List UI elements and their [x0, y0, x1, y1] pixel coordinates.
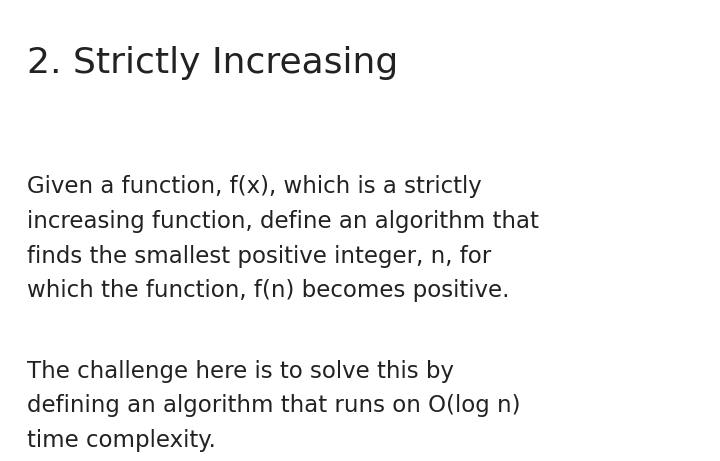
Text: 2. Strictly Increasing: 2. Strictly Increasing	[27, 46, 399, 80]
Text: The challenge here is to solve this by
defining an algorithm that runs on O(log : The challenge here is to solve this by d…	[27, 360, 521, 452]
Text: Given a function, f(x), which is a strictly
increasing function, define an algor: Given a function, f(x), which is a stric…	[27, 175, 539, 302]
